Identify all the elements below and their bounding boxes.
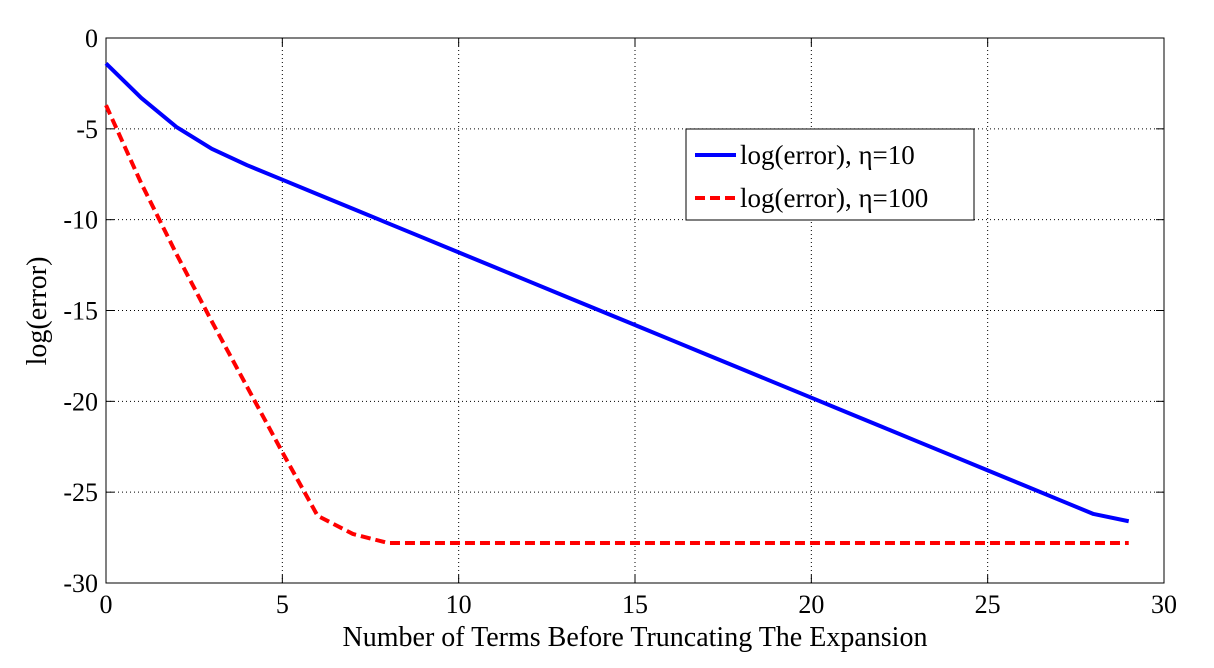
- y-tick-label: -20: [63, 387, 98, 416]
- series-lines: [104, 62, 1130, 546]
- x-tick-label: 10: [446, 590, 472, 619]
- y-tick-label: -5: [76, 115, 98, 144]
- legend-label-series-2: log(error), η=100: [740, 183, 928, 213]
- x-tick-label: 0: [100, 590, 113, 619]
- y-tick-label: -25: [63, 478, 98, 507]
- grid: [106, 38, 1164, 583]
- x-tick-label: 5: [276, 590, 289, 619]
- y-tick-label: -10: [63, 206, 98, 235]
- y-tick-label: -15: [63, 297, 98, 326]
- series-line-2: [104, 104, 1129, 546]
- axis-ticks: 0 5 10 15 20 25 30 0 -5 -10 -15 -20 -25 -30: [63, 24, 1177, 619]
- series-line-1: [104, 62, 1130, 524]
- x-tick-label: 15: [622, 590, 648, 619]
- y-tick-label: 0: [85, 24, 98, 53]
- x-axis-label: Number of Terms Before Truncating The Ex…: [343, 622, 928, 653]
- x-tick-label: 25: [975, 590, 1001, 619]
- x-tick-label: 20: [798, 590, 824, 619]
- legend: log(error), η=10 log(error), η=100: [685, 128, 975, 221]
- y-axis-label: log(error): [22, 257, 53, 366]
- x-tick-label: 30: [1151, 590, 1177, 619]
- legend-label-series-1: log(error), η=10: [740, 140, 915, 170]
- y-tick-label: -30: [63, 569, 98, 598]
- legend-box: [685, 128, 975, 221]
